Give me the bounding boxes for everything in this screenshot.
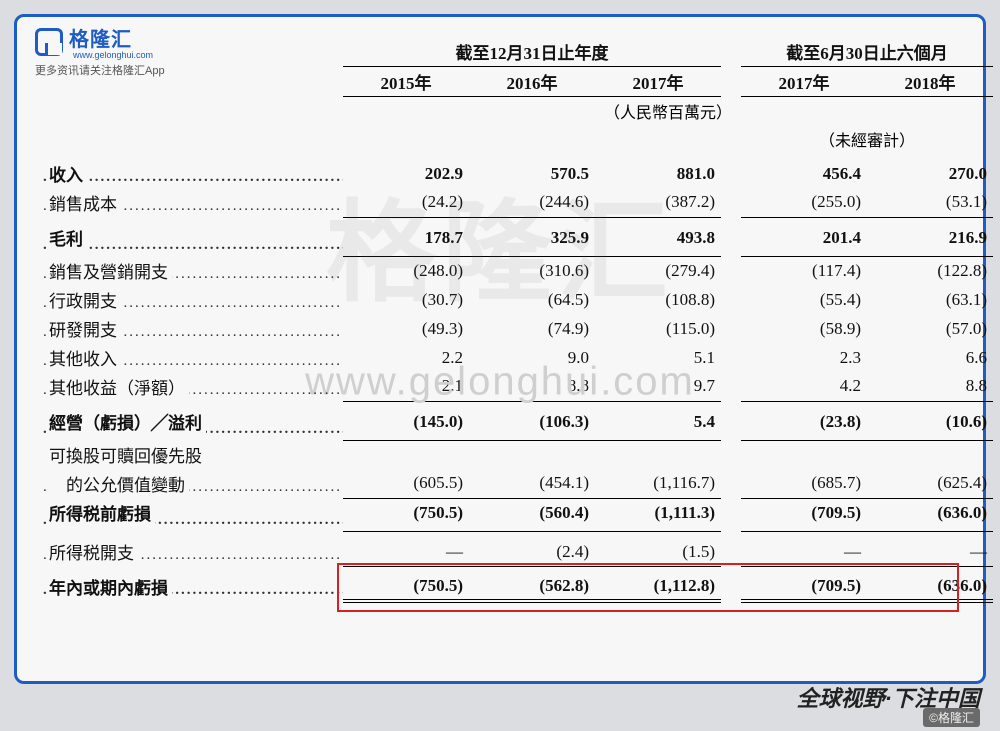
header-unaudited-row: （未經審計） [43, 125, 993, 153]
row-pretax: 所得税前虧損 (750.5) (560.4) (1,111.3) (709.5)… [43, 498, 993, 531]
row-cogs: 銷售成本 (24.2) (244.6) (387.2) (255.0) (53.… [43, 188, 993, 217]
brand-name: 格隆汇 [69, 23, 153, 52]
label-revenue: 收入 [49, 166, 87, 185]
label-oploss: 經營（虧損）╱溢利 [49, 414, 206, 433]
brand-url: www.gelonghui.com [73, 50, 153, 60]
financial-table: 截至12月31日止年度 截至6月30日止六個月 2015年 2016年 2017… [43, 37, 993, 603]
header-year-row: 2015年 2016年 2017年 2017年 2018年 [43, 67, 993, 97]
col-2018: 2018年 [867, 67, 993, 97]
label-othergain: 其他收益（淨額） [49, 379, 189, 398]
row-netloss: 年內或期內虧損 (750.5) (562.8) (1,112.8) (709.5… [43, 566, 993, 601]
header-unit: （人民幣百萬元） [343, 97, 993, 126]
col-2017a: 2017年 [595, 67, 721, 97]
header-unit-row: （人民幣百萬元） [43, 97, 993, 126]
label-netloss: 年內或期內虧損 [49, 579, 172, 598]
label-conv1: 可換股可贖回優先股 [49, 447, 202, 466]
label-tax: 所得税開支 [49, 544, 138, 563]
brand-logo-icon [35, 28, 63, 56]
col-2017b: 2017年 [741, 67, 867, 97]
label-admin: 行政開支 [49, 292, 121, 311]
label-selling: 銷售及營銷開支 [49, 263, 172, 282]
label-conv2: 的公允價值變動 [49, 476, 189, 495]
row-admin: 行政開支 (30.7) (64.5) (108.8) (55.4) (63.1) [43, 285, 993, 314]
col-2015: 2015年 [343, 67, 469, 97]
header-group-annual: 截至12月31日止年度 [343, 37, 721, 67]
label-gross: 毛利 [49, 230, 87, 249]
brand-tagline: 更多资讯请关注格隆汇App [35, 62, 165, 78]
row-tax: 所得税開支 — (2.4) (1.5) — — [43, 531, 993, 566]
row-otherinc: 其他收入 2.2 9.0 5.1 2.3 6.6 [43, 343, 993, 372]
row-rd: 研發開支 (49.3) (74.9) (115.0) (58.9) (57.0) [43, 314, 993, 343]
label-cogs: 銷售成本 [49, 195, 121, 214]
row-gross: 毛利 178.7 325.9 493.8 201.4 216.9 [43, 217, 993, 256]
row-conv1: 可換股可贖回優先股 [43, 440, 993, 469]
label-rd: 研發開支 [49, 321, 121, 340]
footer-credit: ©格隆汇 [923, 708, 980, 727]
header-group-halfyear: 截至6月30日止六個月 [741, 37, 993, 67]
row-conv2: 的公允價值變動 (605.5) (454.1) (1,116.7) (685.7… [43, 469, 993, 498]
brand-logo-block: 格隆汇 www.gelonghui.com 更多资讯请关注格隆汇App [25, 17, 175, 78]
row-oploss: 經營（虧損）╱溢利 (145.0) (106.3) 5.4 (23.8) (10… [43, 401, 993, 440]
label-pretax: 所得税前虧損 [49, 505, 155, 524]
row-othergain: 其他收益（淨額） 2.1 8.8 9.7 4.2 8.8 [43, 372, 993, 401]
row-selling: 銷售及營銷開支 (248.0) (310.6) (279.4) (117.4) … [43, 256, 993, 285]
header-unaudited: （未經審計） [741, 125, 993, 153]
label-otherinc: 其他收入 [49, 350, 121, 369]
header-group-row: 截至12月31日止年度 截至6月30日止六個月 [43, 37, 993, 67]
row-revenue: 收入 202.9 570.5 881.0 456.4 270.0 [43, 153, 993, 188]
content-frame: 格隆汇 www.gelonghui.com 更多资讯请关注格隆汇App 格隆汇 … [14, 14, 986, 684]
col-2016: 2016年 [469, 67, 595, 97]
